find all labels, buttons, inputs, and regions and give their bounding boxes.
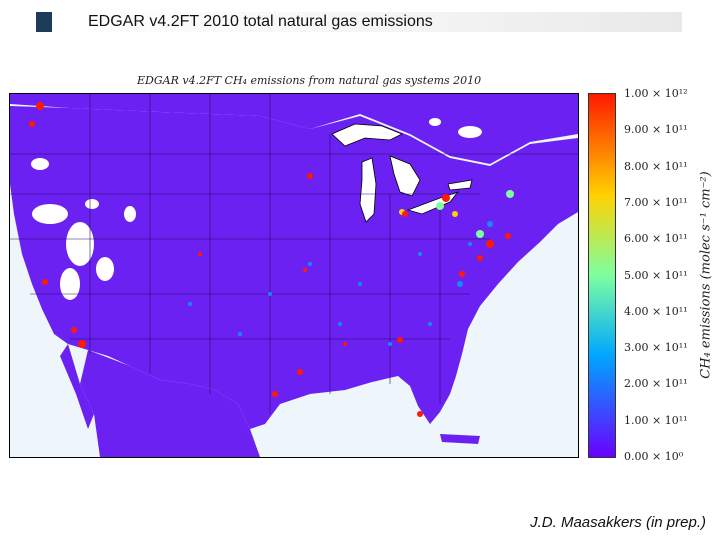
colorbar-label: CH₄ emissions (molec s⁻¹ cm⁻²) — [698, 171, 714, 379]
colorbar-tick-label: 1.00 × 10¹¹ — [624, 413, 688, 427]
us-map-graphic — [10, 94, 578, 457]
colorbar-tick-label: 0.00 × 10⁰ — [624, 450, 684, 463]
title-accent-square — [36, 12, 52, 32]
us-landmass — [10, 106, 578, 429]
credit-text: J.D. Maasakkers (in prep.) — [530, 514, 706, 531]
lake-superior — [331, 123, 403, 147]
lake-ontario — [447, 179, 473, 191]
colorbar-tick-label: 1.00 × 10¹² — [624, 87, 688, 100]
slide-title: EDGAR v4.2FT 2010 total natural gas emis… — [88, 13, 433, 30]
emissions-map — [9, 93, 579, 458]
colorbar-tick-label: 8.00 × 10¹¹ — [624, 159, 688, 173]
colorbar — [588, 93, 616, 458]
colorbar-tick-label: 6.00 × 10¹¹ — [624, 232, 688, 246]
colorbar-tick-label: 3.00 × 10¹¹ — [624, 341, 688, 355]
colorbar-tick-label: 9.00 × 10¹¹ — [624, 123, 688, 137]
slide-title-bar: EDGAR v4.2FT 2010 total natural gas emis… — [36, 12, 682, 32]
colorbar-tick-label: 5.00 × 10¹¹ — [624, 268, 688, 282]
colorbar-tick-label: 4.00 × 10¹¹ — [624, 304, 688, 318]
lake-michigan — [359, 157, 377, 223]
map-title: EDGAR v4.2FT CH₄ emissions from natural … — [137, 74, 482, 87]
colorbar-tick-label: 7.00 × 10¹¹ — [624, 195, 688, 209]
colorbar-tick-label: 2.00 × 10¹¹ — [624, 377, 688, 391]
lake-huron — [389, 155, 421, 197]
